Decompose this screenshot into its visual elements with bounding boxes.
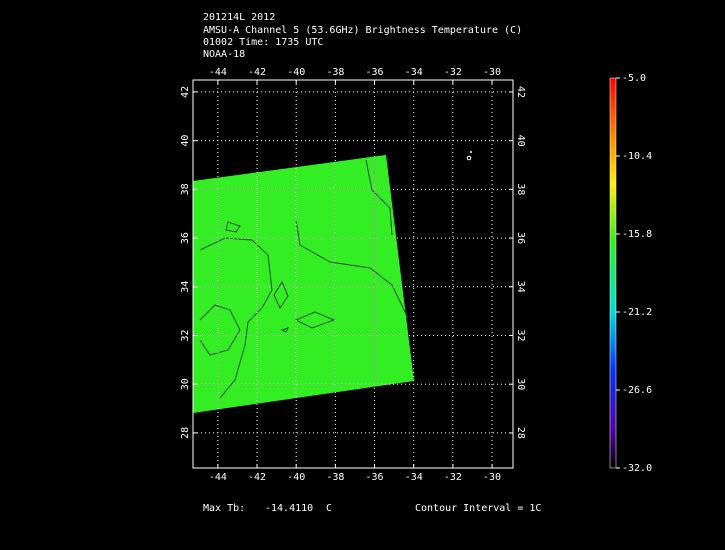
x-tick-label: -36 [366,472,384,483]
footer: Max Tb: -14.4110 C Contour Interval = 1C [203,503,541,514]
x-tick-label: -30 [483,472,501,483]
contour [295,219,409,319]
swath-fill [193,155,414,413]
map-frame [192,79,514,469]
marker [470,151,472,153]
contour [199,237,273,399]
contour [280,327,289,333]
x-tick-label: -40 [287,67,305,78]
x-tick-label: -44 [209,472,227,483]
y-tick-label: 40 [515,135,526,147]
x-tick-label: -32 [444,472,462,483]
colorbar-label: -5.0 [622,73,646,84]
header-line: 201214L 2012 [203,12,275,23]
x-tick-label: -44 [209,67,227,78]
header: 201214L 2012 AMSU-A Channel 5 (53.6GHz) … [203,12,522,60]
header-line: AMSU-A Channel 5 (53.6GHz) Brightness Te… [203,25,522,36]
y-tick-label: 34 [515,281,526,293]
x-tick-label: -34 [405,67,423,78]
x-tick-label: -38 [326,67,344,78]
colorbar-label: -15.8 [622,229,652,240]
y-tick-label: 40 [180,135,191,147]
x-tick-label: -42 [248,472,266,483]
contour [199,304,241,356]
contour-interval: Contour Interval = 1C [415,503,541,514]
x-tick-label: -40 [287,472,305,483]
y-tick-label: 42 [180,86,191,98]
marker [466,155,472,161]
x-tick-label: -36 [366,67,384,78]
colorbar-label: -10.4 [622,151,652,162]
x-tick-label: -42 [248,67,266,78]
x-tick-label: -32 [444,67,462,78]
header-line: NOAA-18 [203,49,245,60]
max-unit: C [326,503,332,514]
y-tick-label: 36 [515,232,526,244]
y-tick-label: 38 [180,183,191,195]
contour [294,311,336,329]
max-label: Max Tb: [203,503,245,514]
y-tick-label: 30 [180,378,191,390]
y-tick-label: 28 [515,427,526,439]
max-value: -14.4110 [265,503,313,514]
x-tick-label: -34 [405,472,423,483]
y-tick-label: 32 [515,329,526,341]
contour [365,159,393,236]
colorbar-label: -26.6 [622,385,652,396]
contour [225,221,241,233]
colorbar-label: -32.0 [622,463,652,474]
y-tick-label: 30 [515,378,526,390]
swath [193,151,472,413]
contour [273,280,289,310]
x-tick-label: -38 [326,472,344,483]
y-tick-label: 36 [180,232,191,244]
colorbar-label: -21.2 [622,307,652,318]
y-tick-label: 28 [180,427,191,439]
y-tick-label: 32 [180,329,191,341]
colorbar [609,77,617,469]
y-tick-label: 42 [515,86,526,98]
y-tick-label: 34 [180,281,191,293]
header-line: 01002 Time: 1735 UTC [203,37,323,48]
x-tick-label: -30 [483,67,501,78]
y-tick-label: 38 [515,183,526,195]
